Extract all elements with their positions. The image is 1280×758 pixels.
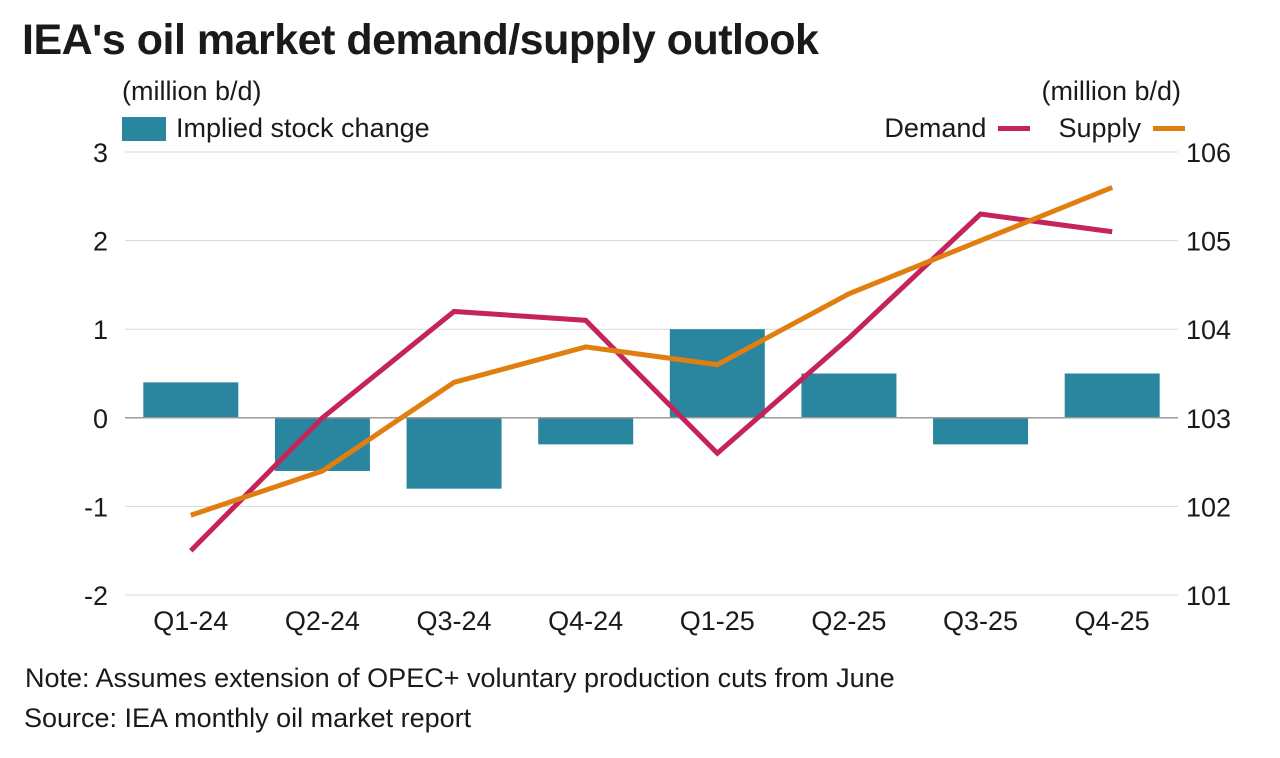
legend-bar-label: Implied stock change [176,113,430,143]
left-tick-label: -1 [84,492,108,522]
legend-demand: Demand [884,113,1031,144]
chart-note: Note: Assumes extension of OPEC+ volunta… [25,663,895,693]
legend-line-series: Demand Supply [884,113,1185,144]
left-tick-label: 3 [93,138,108,168]
bar-stock-change [669,329,765,418]
left-tick-label: 2 [93,227,108,257]
bar-stock-change [143,382,239,418]
left-axis-unit: (million b/d) [122,76,262,106]
right-axis-unit: (million b/d) [1041,76,1181,106]
bar-stock-change [801,373,897,418]
x-tick-label: Q2-25 [811,606,886,636]
right-tick-label: 105 [1186,227,1231,257]
bar-stock-change [274,417,370,471]
bar-stock-change [406,417,502,489]
x-tick-label: Q4-25 [1075,606,1150,636]
left-tick-label: -2 [84,581,108,611]
right-tick-label: 101 [1186,581,1231,611]
chart-source: Source: IEA monthly oil market report [24,703,472,733]
supply-line [190,185,1114,518]
left-tick-label: 0 [93,404,108,434]
demand-line [189,211,1113,553]
right-tick-label: 104 [1186,315,1231,345]
x-tick-label: Q1-25 [680,606,755,636]
legend-supply-label: Supply [1058,113,1141,143]
right-tick-label: 103 [1186,404,1231,434]
bar-stock-change [1064,373,1160,418]
legend-supply: Supply [1058,113,1185,144]
x-tick-label: Q3-25 [943,606,1018,636]
legend-bar-swatch [122,116,166,141]
left-tick-label: 1 [93,315,108,345]
bar-stock-change [538,417,634,445]
legend-demand-label: Demand [884,113,987,143]
x-tick-label: Q4-24 [548,606,623,636]
x-tick-label: Q2-24 [285,606,360,636]
x-tick-label: Q3-24 [417,606,492,636]
right-tick-label: 106 [1186,138,1231,168]
legend-bar-series: Implied stock change [122,113,430,144]
legend-demand-swatch [998,126,1031,131]
x-tick-label: Q1-24 [153,606,228,636]
right-tick-label: 102 [1186,492,1231,522]
bar-stock-change [933,417,1029,445]
chart-title: IEA's oil market demand/supply outlook [22,16,819,64]
legend-supply-swatch [1153,126,1185,131]
